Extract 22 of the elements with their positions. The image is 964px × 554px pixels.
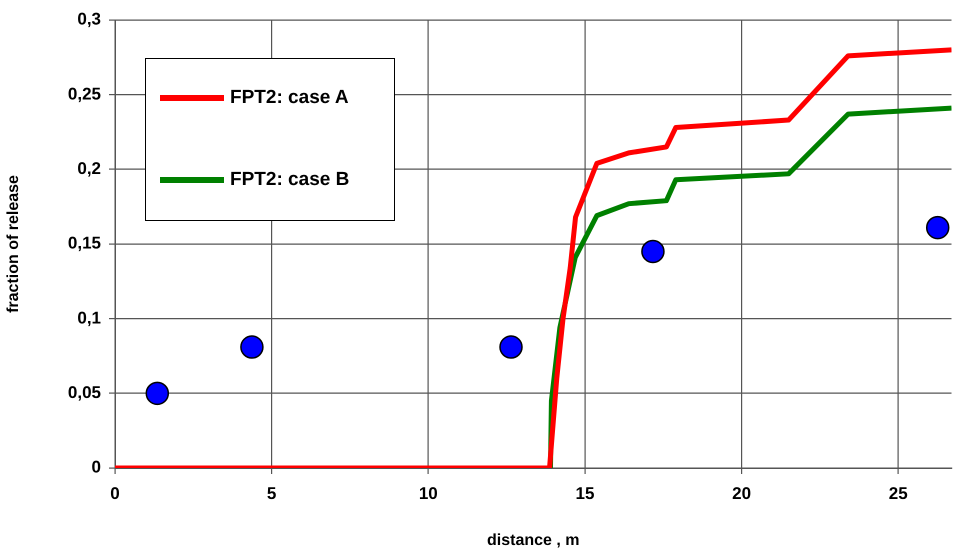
- x-tick-label: 15: [575, 484, 594, 503]
- y-tick-label: 0: [92, 458, 101, 477]
- y-tick-label: 0,05: [68, 383, 101, 402]
- y-tick-label: 0,2: [77, 159, 101, 178]
- point: [926, 216, 950, 240]
- y-tick-label: 0,1: [77, 308, 101, 328]
- y-axis-title: fraction of release: [5, 174, 22, 313]
- x-tick-label: 5: [266, 484, 276, 503]
- point: [641, 240, 665, 264]
- point: [146, 382, 170, 406]
- x-axis-title: distance , m: [487, 532, 580, 549]
- legend-label: FPT2: case A: [230, 87, 349, 109]
- y-tick-label: 0,3: [77, 10, 101, 29]
- x-tick-label: 0: [110, 484, 120, 503]
- x-tick-label: 10: [418, 484, 438, 503]
- y-tick-label: 0,15: [68, 234, 101, 253]
- point: [499, 335, 523, 359]
- x-tick-label: 20: [732, 484, 752, 503]
- point: [240, 335, 264, 359]
- legend-label: FPT2: case B: [230, 169, 350, 191]
- x-tick-label: 25: [888, 484, 908, 503]
- y-tick-label: 0,25: [68, 84, 101, 104]
